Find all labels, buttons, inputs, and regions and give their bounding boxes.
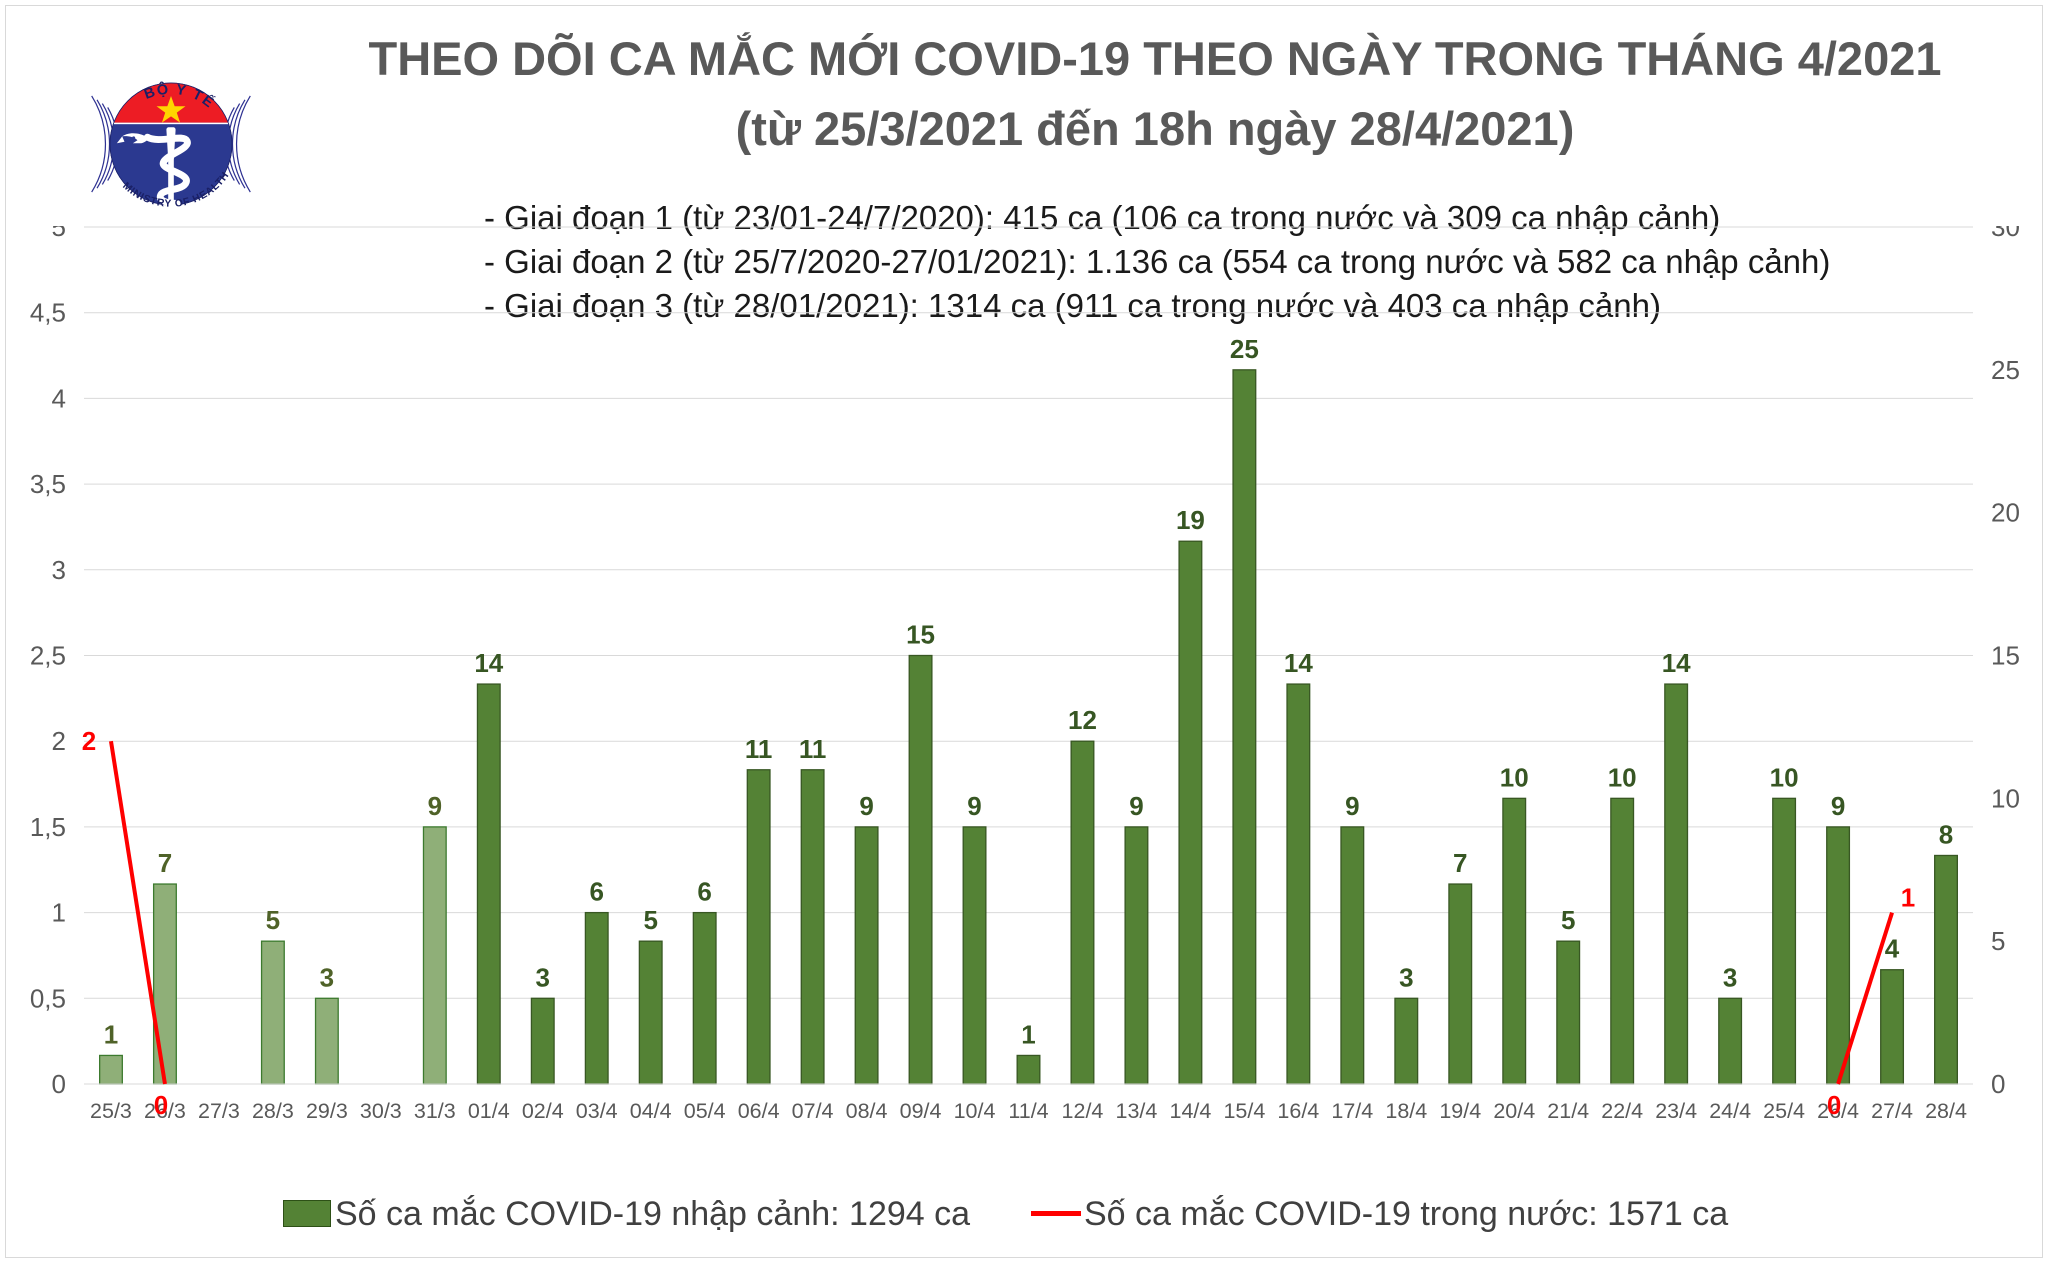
svg-text:3: 3 [1399, 962, 1413, 992]
svg-text:08/4: 08/4 [846, 1099, 888, 1123]
svg-text:12: 12 [1068, 705, 1097, 735]
svg-text:3: 3 [536, 962, 550, 992]
svg-text:5: 5 [52, 226, 66, 242]
svg-text:7: 7 [1453, 848, 1467, 878]
svg-text:07/4: 07/4 [792, 1099, 834, 1123]
svg-text:25: 25 [1991, 355, 2020, 385]
svg-text:1: 1 [1901, 883, 1915, 913]
svg-text:10/4: 10/4 [954, 1099, 996, 1123]
svg-text:28/4: 28/4 [1925, 1099, 1967, 1123]
svg-text:5: 5 [266, 905, 280, 935]
svg-text:0,5: 0,5 [30, 983, 66, 1013]
svg-text:03/4: 03/4 [576, 1099, 618, 1123]
svg-text:3: 3 [1723, 962, 1737, 992]
svg-text:0: 0 [154, 1090, 168, 1120]
svg-text:10: 10 [1500, 762, 1529, 792]
svg-text:9: 9 [1345, 791, 1359, 821]
svg-text:1: 1 [1021, 1019, 1035, 1049]
svg-text:11: 11 [745, 734, 773, 764]
svg-text:02/4: 02/4 [522, 1099, 564, 1123]
svg-text:9: 9 [967, 791, 981, 821]
svg-text:25/3: 25/3 [90, 1099, 132, 1123]
svg-text:14: 14 [1284, 648, 1313, 678]
svg-text:29/3: 29/3 [306, 1099, 348, 1123]
svg-text:30/3: 30/3 [360, 1099, 402, 1123]
svg-text:10: 10 [1991, 783, 2020, 813]
svg-text:9: 9 [1129, 791, 1143, 821]
svg-text:25/4: 25/4 [1763, 1099, 1805, 1123]
svg-text:3: 3 [52, 555, 66, 585]
svg-text:15: 15 [1991, 641, 2020, 671]
svg-text:14/4: 14/4 [1169, 1099, 1211, 1123]
svg-text:5: 5 [643, 905, 657, 935]
svg-text:22/4: 22/4 [1601, 1099, 1643, 1123]
svg-text:1,5: 1,5 [30, 812, 66, 842]
svg-text:11: 11 [799, 734, 827, 764]
svg-text:15/4: 15/4 [1223, 1099, 1265, 1123]
svg-text:5: 5 [1561, 905, 1575, 935]
svg-text:5: 5 [1991, 926, 2005, 956]
svg-text:2: 2 [82, 726, 96, 756]
svg-text:01/4: 01/4 [468, 1099, 510, 1123]
svg-text:3: 3 [320, 962, 334, 992]
svg-text:8: 8 [1939, 819, 1953, 849]
svg-text:30: 30 [1991, 226, 2020, 242]
svg-text:14: 14 [474, 648, 503, 678]
svg-text:04/4: 04/4 [630, 1099, 672, 1123]
svg-text:06/4: 06/4 [738, 1099, 780, 1123]
svg-text:19: 19 [1176, 505, 1205, 535]
svg-text:13/4: 13/4 [1116, 1099, 1158, 1123]
svg-text:9: 9 [428, 791, 442, 821]
svg-text:27/4: 27/4 [1871, 1099, 1913, 1123]
svg-text:4: 4 [1885, 934, 1900, 964]
svg-text:9: 9 [1831, 791, 1845, 821]
svg-text:7: 7 [158, 848, 172, 878]
svg-text:10: 10 [1770, 762, 1799, 792]
svg-text:15: 15 [906, 620, 935, 650]
svg-text:25: 25 [1230, 334, 1259, 364]
svg-text:23/4: 23/4 [1655, 1099, 1697, 1123]
svg-text:20/4: 20/4 [1493, 1099, 1535, 1123]
svg-text:0: 0 [52, 1069, 66, 1099]
svg-text:18/4: 18/4 [1385, 1099, 1427, 1123]
svg-text:0: 0 [1827, 1090, 1841, 1120]
svg-text:4: 4 [52, 383, 66, 413]
svg-text:31/3: 31/3 [414, 1099, 456, 1123]
svg-text:9: 9 [859, 791, 873, 821]
svg-text:0: 0 [1991, 1069, 2005, 1099]
svg-text:28/3: 28/3 [252, 1099, 294, 1123]
svg-text:11/4: 11/4 [1008, 1099, 1048, 1123]
svg-text:14: 14 [1662, 648, 1691, 678]
svg-text:4,5: 4,5 [30, 298, 66, 328]
svg-text:21/4: 21/4 [1547, 1099, 1589, 1123]
svg-text:6: 6 [589, 877, 603, 907]
svg-text:2,5: 2,5 [30, 641, 66, 671]
svg-text:16/4: 16/4 [1277, 1099, 1319, 1123]
svg-text:19/4: 19/4 [1439, 1099, 1481, 1123]
svg-text:6: 6 [697, 877, 711, 907]
svg-text:2: 2 [52, 726, 66, 756]
svg-text:20: 20 [1991, 498, 2020, 528]
svg-text:1: 1 [104, 1019, 118, 1049]
svg-text:17/4: 17/4 [1331, 1099, 1373, 1123]
svg-text:24/4: 24/4 [1709, 1099, 1751, 1123]
svg-text:05/4: 05/4 [684, 1099, 726, 1123]
svg-text:3,5: 3,5 [30, 469, 66, 499]
svg-text:09/4: 09/4 [900, 1099, 942, 1123]
svg-text:12/4: 12/4 [1062, 1099, 1104, 1123]
svg-text:1: 1 [52, 898, 66, 928]
svg-text:27/3: 27/3 [198, 1099, 240, 1123]
svg-text:10: 10 [1608, 762, 1637, 792]
